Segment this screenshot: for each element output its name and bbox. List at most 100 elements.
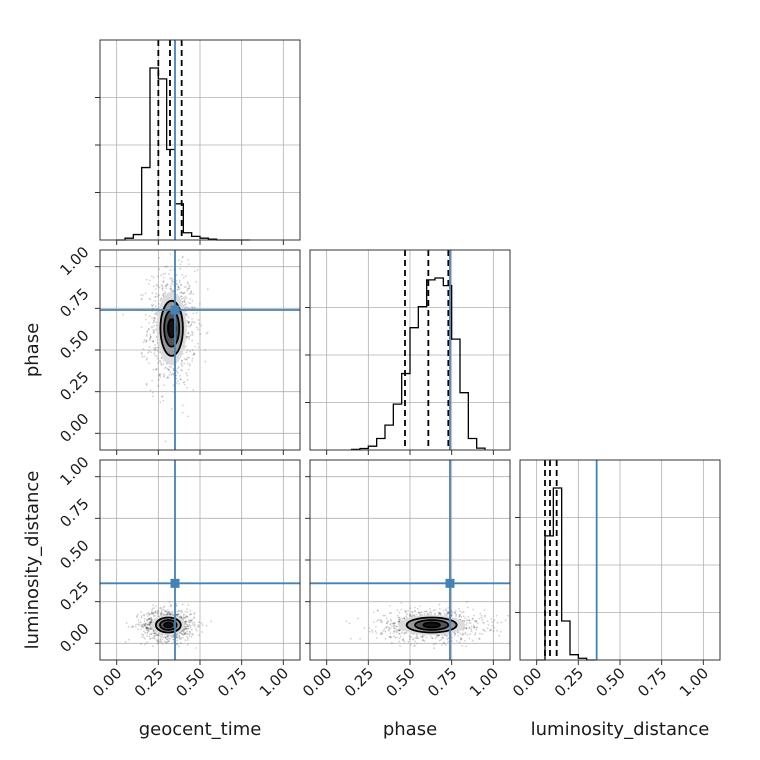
scatter-point xyxy=(206,331,209,334)
scatter-point xyxy=(161,285,164,288)
scatter-point xyxy=(459,610,462,613)
scatter-point xyxy=(154,305,157,308)
scatter-point xyxy=(147,328,150,330)
scatter-point xyxy=(170,603,172,606)
scatter-point xyxy=(403,617,406,620)
scatter-point xyxy=(192,354,195,356)
scatter-point xyxy=(145,382,148,385)
scatter-point xyxy=(184,617,187,620)
scatter-point xyxy=(149,298,152,301)
scatter-point xyxy=(473,614,475,617)
scatter-point xyxy=(186,627,189,630)
scatter-point xyxy=(152,632,155,635)
scatter-point xyxy=(190,334,192,336)
scatter-point xyxy=(184,639,187,642)
scatter-point xyxy=(451,636,453,639)
scatter-point xyxy=(147,623,150,626)
scatter-point xyxy=(147,351,150,354)
scatter-point xyxy=(165,610,168,613)
scatter-point xyxy=(152,637,155,639)
scatter-point xyxy=(191,330,193,333)
scatter-point xyxy=(154,632,157,635)
scatter-point xyxy=(166,636,169,639)
scatter-point xyxy=(482,628,484,631)
scatter-point xyxy=(186,633,189,636)
scatter-point xyxy=(148,623,151,626)
scatter-point xyxy=(186,374,188,377)
scatter-point xyxy=(185,313,188,316)
scatter-point xyxy=(443,634,446,637)
scatter-point xyxy=(195,647,197,649)
scatter-point xyxy=(168,612,171,614)
scatter-point xyxy=(149,622,152,625)
scatter-point xyxy=(187,415,189,418)
scatter-point xyxy=(181,256,184,259)
scatter-point xyxy=(149,617,152,620)
scatter-point xyxy=(183,381,186,383)
scatter-point xyxy=(440,636,443,639)
scatter-point xyxy=(143,624,146,627)
scatter-point xyxy=(393,630,396,633)
scatter-point xyxy=(434,612,436,615)
scatter-point xyxy=(160,274,163,277)
scatter-point xyxy=(182,617,185,620)
scatter-point xyxy=(175,613,178,616)
scatter-point xyxy=(153,331,156,334)
scatter-point xyxy=(146,330,149,332)
scatter-point xyxy=(160,362,163,365)
scatter-point xyxy=(430,635,432,638)
scatter-point xyxy=(153,317,156,320)
scatter-point xyxy=(444,634,447,636)
scatter-point xyxy=(144,631,147,634)
scatter-point xyxy=(180,291,183,293)
scatter-point xyxy=(177,613,180,616)
y-tick-label-4: 1.00 xyxy=(56,453,92,489)
scatter-point xyxy=(188,364,191,367)
scatter-point xyxy=(170,635,173,638)
scatter-point xyxy=(403,632,406,635)
y-tick-label-1: 0.25 xyxy=(56,368,92,404)
scatter-point xyxy=(140,643,143,645)
scatter-point xyxy=(186,608,189,610)
scatter-point xyxy=(184,625,187,628)
scatter-point xyxy=(155,368,158,371)
scatter-point xyxy=(163,292,166,295)
panel-luminosity_distance-vs-phase: 0.00 0.25 0.50 0.75 1.00 xyxy=(299,459,511,700)
scatter-point xyxy=(414,644,416,647)
scatter-point xyxy=(183,632,186,635)
scatter-point xyxy=(483,615,486,618)
scatter-point xyxy=(150,627,153,630)
scatter-point xyxy=(423,640,426,642)
scatter-point xyxy=(414,640,417,643)
scatter-point xyxy=(186,349,189,352)
scatter-point xyxy=(143,614,146,617)
scatter-point xyxy=(179,378,182,381)
scatter-point xyxy=(148,346,151,348)
scatter-point xyxy=(169,277,171,280)
scatter-point xyxy=(148,339,151,342)
scatter-point xyxy=(167,376,170,379)
scatter-point xyxy=(186,362,189,365)
scatter-point xyxy=(153,320,155,323)
scatter-point xyxy=(156,634,159,636)
x-tick-label-2: 0.50 xyxy=(382,664,418,700)
scatter-point xyxy=(185,616,188,619)
scatter-point xyxy=(181,633,184,635)
x-tick-label-0: 0.00 xyxy=(299,664,335,700)
scatter-point xyxy=(438,612,441,615)
scatter-point xyxy=(156,612,158,614)
scatter-point xyxy=(141,625,144,628)
scatter-point xyxy=(444,608,447,611)
scatter-point xyxy=(421,639,424,642)
y-tick-label-4: 1.00 xyxy=(56,243,92,279)
scatter-point xyxy=(184,298,186,301)
scatter-point xyxy=(200,621,203,624)
scatter-point xyxy=(137,628,139,631)
scatter-point xyxy=(188,613,191,616)
scatter-point xyxy=(175,613,178,616)
scatter-point xyxy=(400,631,403,634)
scatter-point xyxy=(184,295,187,298)
scatter-point xyxy=(145,627,148,630)
scatter-point xyxy=(151,395,154,398)
scatter-point xyxy=(431,637,434,639)
